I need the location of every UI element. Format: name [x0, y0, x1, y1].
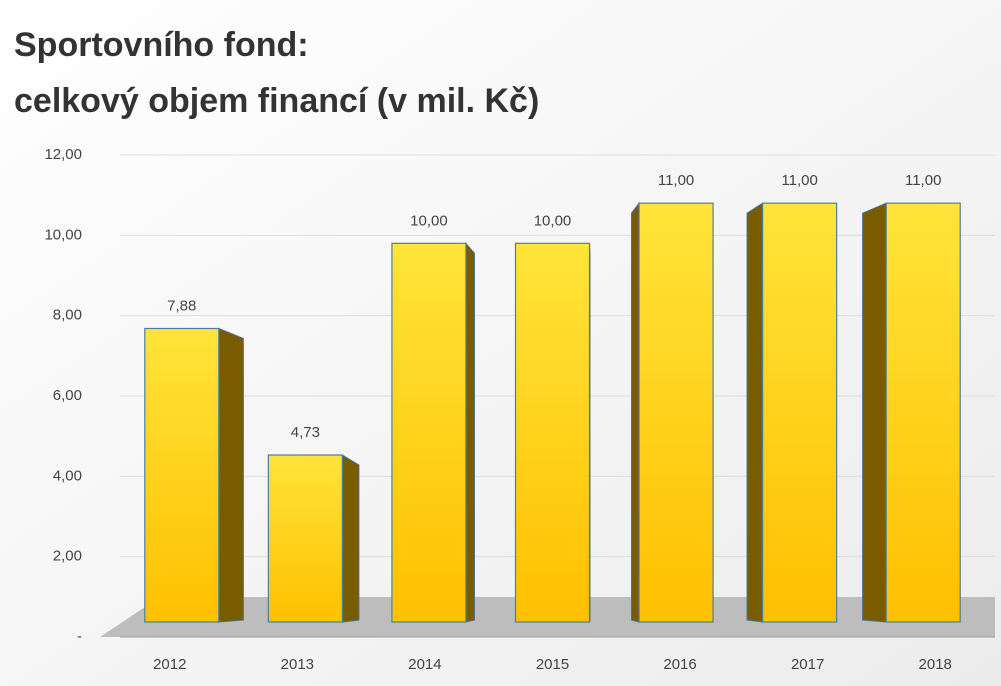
chart-title: Sportovního fond: [14, 26, 309, 64]
bar [267, 454, 343, 623]
bar-side [465, 241, 475, 623]
bar-side [631, 201, 640, 623]
x-tick-label: 2013 [281, 656, 314, 673]
bar [762, 202, 838, 623]
y-tick-label: 8,00 [53, 307, 82, 324]
chart-title: celkový objem financí (v mil. Kč) [14, 82, 539, 120]
x-tick-label: 2014 [408, 656, 441, 673]
data-label: 10,00 [534, 212, 572, 229]
x-tick-label: 2018 [919, 656, 952, 673]
y-tick-label: 2,00 [53, 548, 82, 565]
y-tick-label: 10,00 [44, 226, 82, 243]
bar-side [218, 327, 244, 623]
bar [391, 242, 467, 623]
bar-side [746, 202, 764, 623]
data-label: 10,00 [410, 212, 448, 229]
bar [514, 242, 591, 623]
data-label: 11,00 [905, 172, 941, 189]
x-tick-label: 2015 [536, 656, 569, 673]
bar [144, 327, 220, 623]
y-tick-label: 4,00 [53, 467, 82, 484]
bar [885, 202, 961, 623]
x-tick-label: 2016 [663, 656, 696, 673]
x-tick-label: 2017 [791, 656, 824, 673]
data-label: 7,88 [167, 297, 196, 314]
bar-side [341, 454, 360, 623]
data-label: 11,00 [781, 172, 817, 189]
y-tick-label: - [77, 628, 82, 645]
data-label: 11,00 [658, 172, 694, 189]
bar-side [862, 202, 887, 623]
y-tick-label: 12,00 [44, 146, 82, 163]
data-label: 4,73 [291, 424, 320, 441]
bar [638, 202, 714, 623]
y-tick-label: 6,00 [53, 387, 82, 404]
x-tick-label: 2012 [153, 656, 186, 673]
